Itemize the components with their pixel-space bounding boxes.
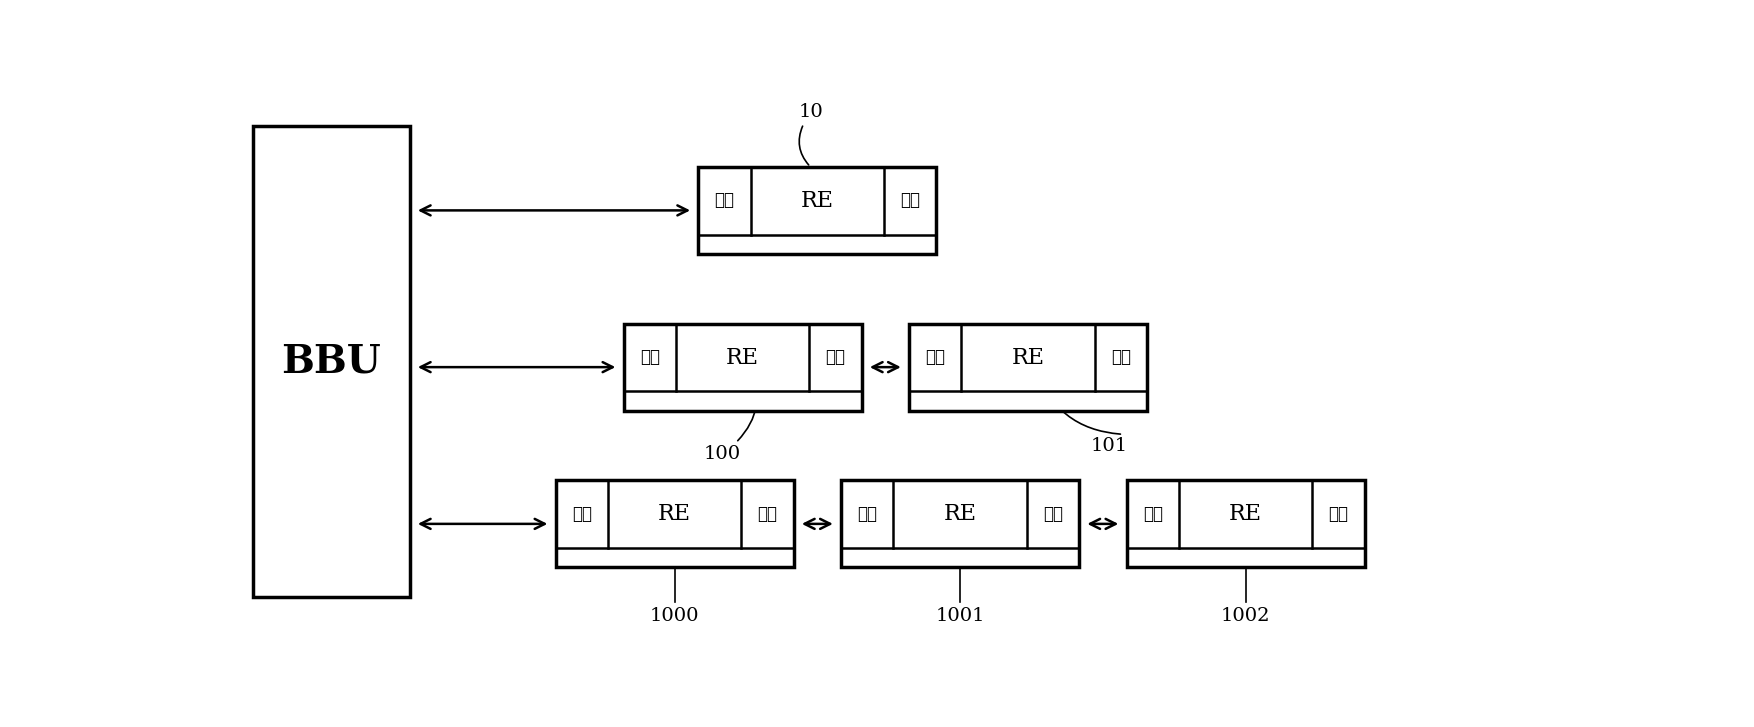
Bar (842, 481, 1079, 567)
Bar (909, 324, 1147, 411)
Bar (698, 167, 937, 254)
Text: 主口: 主口 (1110, 349, 1131, 366)
Bar (624, 324, 861, 411)
Text: RE: RE (1012, 347, 1045, 369)
Text: RE: RE (726, 347, 759, 369)
Text: 从口: 从口 (714, 193, 735, 209)
Bar (253, 126, 410, 597)
Text: RE: RE (944, 503, 977, 526)
Text: 主口: 主口 (1044, 506, 1063, 523)
Text: 从口: 从口 (926, 349, 945, 366)
Text: 101: 101 (1091, 436, 1128, 454)
Text: RE: RE (658, 503, 691, 526)
Bar (1126, 481, 1365, 567)
Bar (556, 481, 793, 567)
Text: RE: RE (1230, 503, 1263, 526)
Text: 主口: 主口 (826, 349, 845, 366)
Text: 1001: 1001 (935, 607, 984, 625)
Text: RE: RE (802, 190, 833, 212)
Text: 主口: 主口 (758, 506, 777, 523)
Text: 主口: 主口 (1328, 506, 1349, 523)
Text: 从口: 从口 (1144, 506, 1163, 523)
Text: 主口: 主口 (900, 193, 921, 209)
Text: 1000: 1000 (651, 607, 700, 625)
Text: 1002: 1002 (1221, 607, 1270, 625)
Text: BBU: BBU (282, 342, 381, 380)
Text: 从口: 从口 (572, 506, 591, 523)
Text: 从口: 从口 (640, 349, 660, 366)
Text: 10: 10 (798, 103, 823, 121)
Text: 从口: 从口 (858, 506, 877, 523)
Text: 100: 100 (703, 445, 740, 463)
